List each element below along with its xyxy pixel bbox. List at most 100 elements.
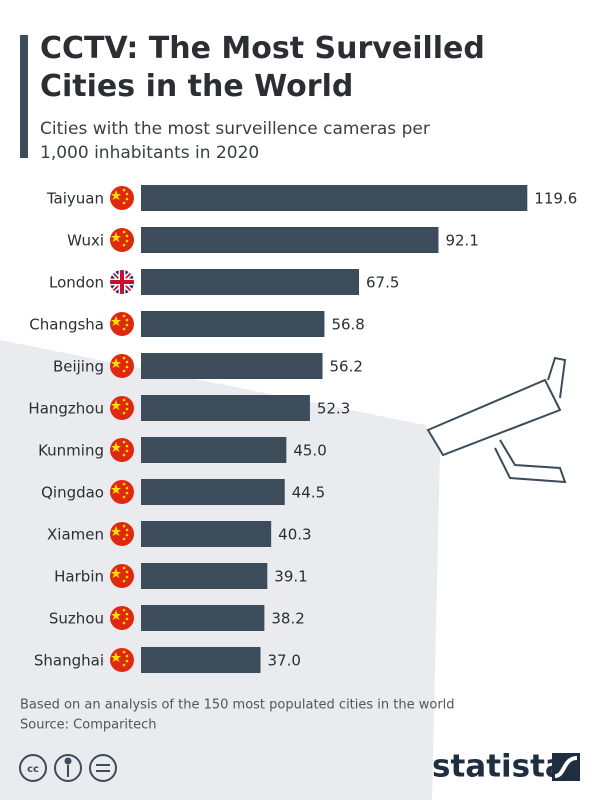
flag-small-star bbox=[125, 197, 129, 201]
value-label: 56.2 bbox=[330, 358, 363, 376]
flag-body bbox=[110, 270, 134, 294]
value-label: 37.0 bbox=[268, 652, 301, 670]
flag-small-star bbox=[125, 360, 129, 364]
category-label: Shanghai bbox=[34, 652, 104, 670]
flag-small-star bbox=[122, 482, 126, 486]
flag-small-star bbox=[125, 449, 129, 453]
note: Based on an analysis of the 150 most pop… bbox=[20, 698, 455, 713]
chart-title: CCTV: The Most Surveilled Cities in the … bbox=[40, 31, 485, 104]
category-label: London bbox=[49, 274, 104, 292]
bar bbox=[141, 647, 261, 673]
flag-small-star bbox=[122, 440, 126, 444]
flag-star bbox=[111, 484, 121, 494]
bar bbox=[141, 437, 287, 463]
value-label: 44.5 bbox=[292, 484, 325, 502]
category-label: Xiamen bbox=[47, 526, 104, 544]
flag-small-star bbox=[125, 491, 129, 495]
flag-star bbox=[111, 442, 121, 452]
flag-small-star bbox=[122, 650, 126, 654]
bar bbox=[141, 227, 439, 253]
bar bbox=[141, 479, 285, 505]
value-label: 67.5 bbox=[366, 274, 399, 292]
flag bbox=[110, 606, 134, 630]
flag-small-star bbox=[125, 365, 129, 369]
flag-small-star bbox=[125, 323, 129, 327]
bar bbox=[141, 563, 268, 589]
flag-small-star bbox=[122, 537, 126, 541]
category-label: Kunming bbox=[38, 442, 104, 460]
flag bbox=[110, 228, 134, 252]
flag bbox=[110, 522, 134, 546]
category-label: Harbin bbox=[54, 568, 104, 586]
category-label: Qingdao bbox=[41, 484, 104, 502]
brand: statista bbox=[432, 749, 566, 785]
flag-star bbox=[111, 610, 121, 620]
flag bbox=[110, 438, 134, 462]
flag-small-star bbox=[122, 411, 126, 415]
flag-small-star bbox=[122, 453, 126, 457]
source: Source: Comparitech bbox=[20, 718, 157, 733]
category-label: Beijing bbox=[53, 358, 104, 376]
value-label: 38.2 bbox=[271, 610, 304, 628]
flag-small-star bbox=[122, 327, 126, 331]
flag-small-star bbox=[122, 608, 126, 612]
flag-star bbox=[111, 316, 121, 326]
flag-small-star bbox=[122, 524, 126, 528]
camera-icon bbox=[426, 356, 567, 484]
cc-mark: cc bbox=[27, 764, 39, 775]
bar bbox=[141, 395, 310, 421]
category-label: Wuxi bbox=[67, 232, 104, 250]
flag-small-star bbox=[125, 234, 129, 238]
flag-small-star bbox=[122, 495, 126, 499]
flag-star bbox=[111, 190, 121, 200]
flag-star bbox=[111, 526, 121, 536]
flag-small-star bbox=[125, 617, 129, 621]
plot: Taiyuan 119.6 Wuxi 92.1 London 67.5 Changsha 56… bbox=[28, 185, 577, 673]
bar bbox=[141, 605, 265, 631]
flag-small-star bbox=[122, 201, 126, 205]
flag-small-star bbox=[122, 663, 126, 667]
flag bbox=[110, 480, 134, 504]
flag bbox=[110, 354, 134, 378]
flag-small-star bbox=[125, 407, 129, 411]
bar bbox=[141, 353, 323, 379]
bar bbox=[141, 269, 360, 295]
flag-small-star bbox=[125, 192, 129, 196]
flag-star bbox=[111, 358, 121, 368]
flag-star bbox=[111, 400, 121, 410]
flag-small-star bbox=[122, 398, 126, 402]
value-label: 119.6 bbox=[534, 190, 577, 208]
bar bbox=[141, 185, 528, 211]
flag-star bbox=[111, 568, 121, 578]
flag-star bbox=[111, 232, 121, 242]
flag-small-star bbox=[125, 533, 129, 537]
category-label: Hangzhou bbox=[28, 400, 104, 418]
brand-icon bbox=[552, 753, 580, 781]
flag bbox=[110, 312, 134, 336]
flag bbox=[110, 270, 134, 294]
category-label: Taiyuan bbox=[46, 190, 104, 208]
value-label: 39.1 bbox=[274, 568, 307, 586]
value-label: 92.1 bbox=[445, 232, 478, 250]
category-label: Changsha bbox=[29, 316, 104, 334]
flag-small-star bbox=[125, 612, 129, 616]
category-label: Suzhou bbox=[49, 610, 104, 628]
flag-small-star bbox=[125, 239, 129, 243]
title-accent bbox=[20, 35, 28, 158]
flag-small-star bbox=[122, 314, 126, 318]
flag-small-star bbox=[125, 486, 129, 490]
flag-star bbox=[111, 652, 121, 662]
flag-small-star bbox=[125, 402, 129, 406]
flag-small-star bbox=[125, 654, 129, 658]
flag-small-star bbox=[125, 318, 129, 322]
license-icons bbox=[19, 754, 117, 782]
bar bbox=[141, 311, 325, 337]
flag-small-star bbox=[125, 444, 129, 448]
flag-small-star bbox=[122, 566, 126, 570]
flag-small-star bbox=[125, 575, 129, 579]
flag-small-star bbox=[125, 528, 129, 532]
value-label: 56.8 bbox=[331, 316, 364, 334]
flag-small-star bbox=[122, 243, 126, 247]
